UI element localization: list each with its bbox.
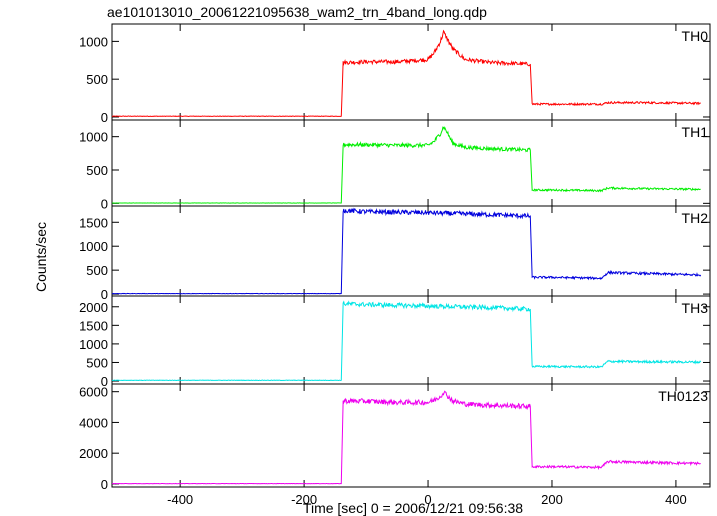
x-axis-label: Time [sec] 0 = 2006/12/21 09:56:38 [303,500,523,516]
x-tick-label: -400 [167,492,193,507]
series-label-th2: TH2 [682,210,709,226]
y-tick-label: 500 [86,72,108,87]
y-tick-label: 500 [86,163,108,178]
y-tick-label: 1000 [79,337,108,352]
x-tick-label: 0 [424,492,431,507]
y-tick-label: 0 [101,477,108,492]
y-tick-label: 4000 [79,415,108,430]
panel-frame-th3 [111,295,711,385]
y-tick-label: 500 [86,355,108,370]
y-tick-label: 1000 [79,130,108,145]
panel-frame-th0 [111,23,711,121]
y-tick-label: 1000 [79,34,108,49]
y-tick-label: 2000 [79,446,108,461]
y-tick-label: 1500 [79,215,108,230]
y-tick-label: 0 [101,374,108,389]
series-line-th0123 [111,390,701,485]
chart-panels: 0 500 1000 TH0 0 500 1000 TH1 0 500 1000 1500 TH2 0 50… [79,23,711,507]
panel-frame-th1 [111,119,711,207]
y-tick-label: 1500 [79,318,108,333]
y-tick-label: 0 [101,287,108,302]
y-tick-label: 1000 [79,239,108,254]
y-tick-label: 500 [86,263,108,278]
panel-frame-th0123 [111,383,711,488]
series-label-th3: TH3 [682,300,709,316]
series-line-th0 [111,29,701,117]
panel-frame-th2 [111,205,711,297]
series-line-th2 [111,207,702,295]
series-label-th1: TH1 [682,124,709,140]
x-tick-label: 400 [665,492,687,507]
y-tick-label: 0 [101,196,108,211]
x-tick-label: 200 [541,492,563,507]
x-tick-label: -200 [291,492,317,507]
series-line-th1 [111,126,701,204]
series-label-th0: TH0 [682,28,709,44]
y-tick-label: 2000 [79,300,108,315]
series-line-th3 [111,300,702,382]
series-label-th0123: TH0123 [658,388,708,404]
chart-title: ae101013010_20061221095638_wam2_trn_4ban… [107,4,487,20]
y-axis-label: Counts/sec [33,222,49,292]
y-tick-label: 6000 [79,385,108,400]
y-tick-label: 0 [101,110,108,125]
